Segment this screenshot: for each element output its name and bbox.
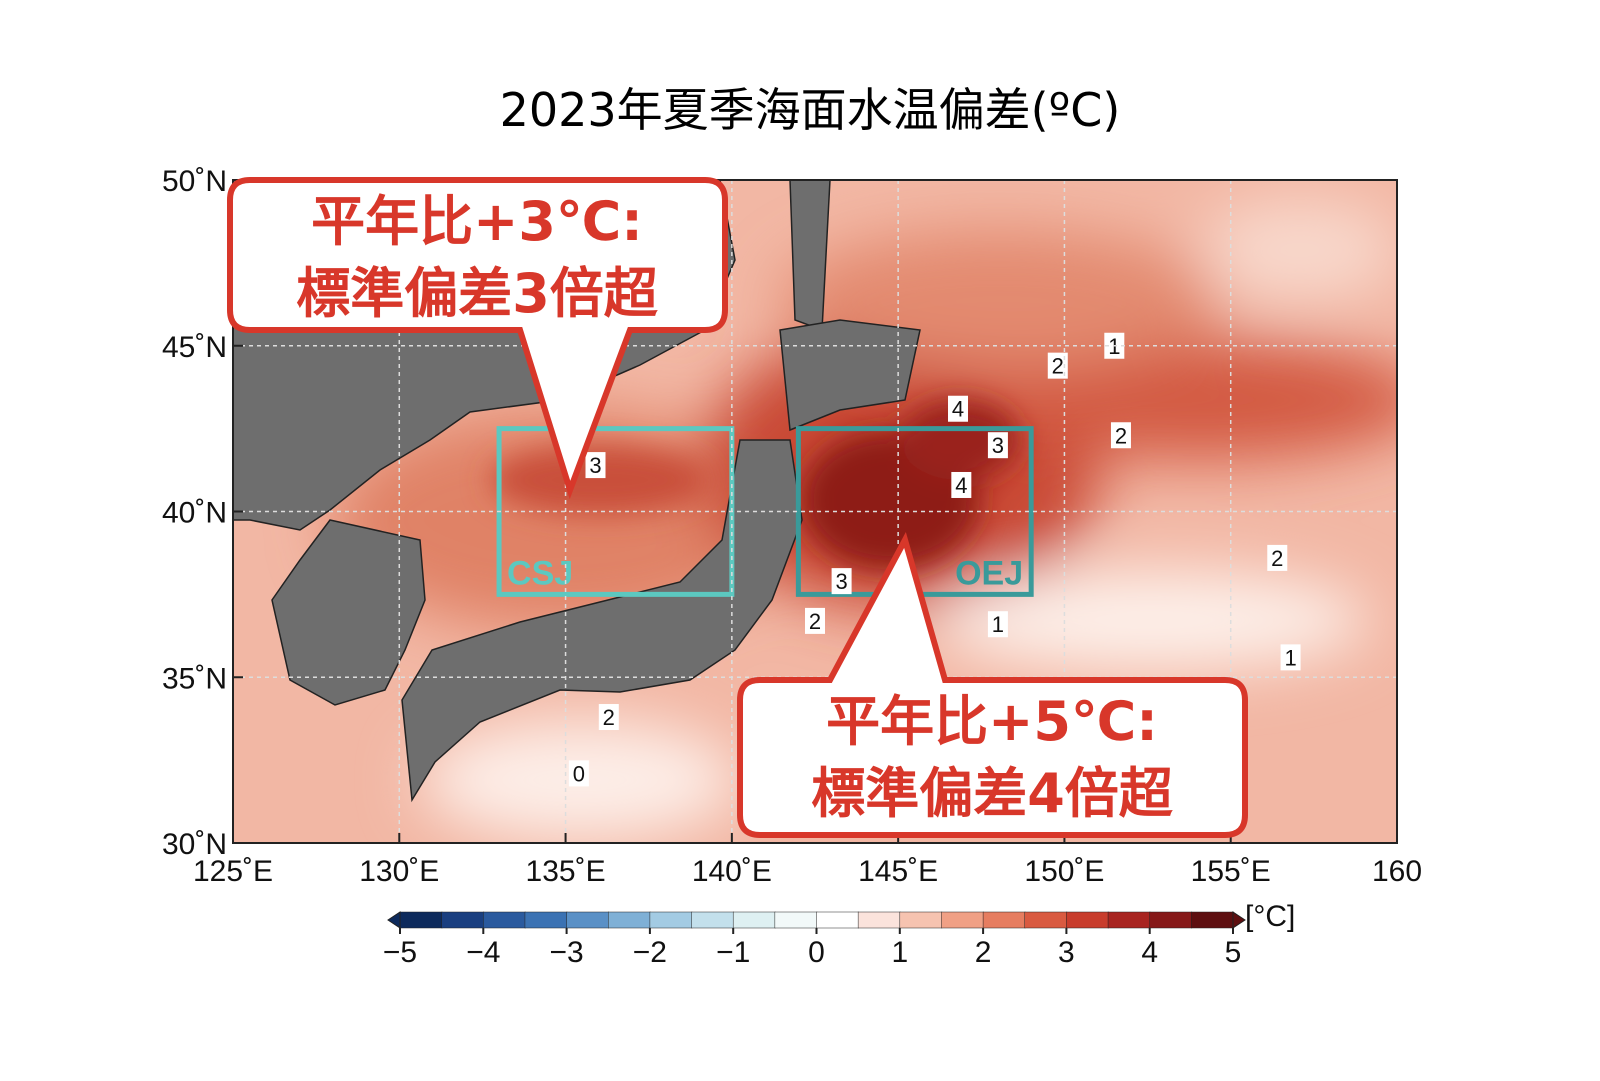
contour-label-bg <box>987 611 1008 638</box>
colorbar-arrow <box>387 911 401 929</box>
contour-label-bg <box>987 432 1008 459</box>
colorbar-tick-label: 4 <box>1141 936 1158 969</box>
contour-label: 1 <box>992 612 1004 637</box>
colorbar-swatch <box>1024 911 1068 929</box>
x-tick-label: 150˚E <box>1024 855 1104 888</box>
callout-line: 標準偏差4倍超 <box>811 762 1174 825</box>
colorbar-tick-label: −2 <box>633 936 667 969</box>
contour-label: 1 <box>1284 645 1296 670</box>
colorbar-swatch <box>982 911 1026 929</box>
contour-label-bg <box>1280 644 1301 671</box>
colorbar-swatch <box>1191 911 1234 929</box>
colorbar-swatch <box>899 911 943 929</box>
y-tick-label: 50˚N <box>162 165 227 198</box>
colorbar-swatch <box>483 911 526 929</box>
colorbar-swatch <box>857 911 901 929</box>
colorbar-swatch <box>524 911 568 929</box>
contour-label-bg <box>805 607 825 634</box>
title: 2023年夏季海面水温偏差(ºC) <box>500 83 1121 137</box>
colorbar-unit: [°C] <box>1245 900 1295 933</box>
colorbar-tick-label: 5 <box>1225 936 1242 969</box>
x-tick-label: 140˚E <box>692 855 772 888</box>
contour-label-bg <box>1047 352 1068 379</box>
x-tick-label: 160 <box>1372 855 1422 888</box>
x-tick-label: 155˚E <box>1191 855 1271 888</box>
contour-label: 2 <box>1115 423 1127 448</box>
colorbar-tick-label: 0 <box>808 936 825 969</box>
contour-label-bg <box>951 471 972 498</box>
colorbar-tick-label: 1 <box>891 936 908 969</box>
x-tick-label: 145˚E <box>858 855 938 888</box>
contour-label: 2 <box>1052 354 1064 379</box>
contour-label: 4 <box>955 473 967 498</box>
callout-line: 平年比+5℃: <box>826 690 1158 753</box>
colorbar-swatch <box>441 911 485 929</box>
y-tick-label: 35˚N <box>162 662 227 695</box>
colorbar-swatch <box>566 911 609 929</box>
contour-label-bg <box>1110 422 1131 449</box>
colorbar-swatch <box>691 911 734 929</box>
region-label: CSJ <box>507 554 573 592</box>
contour-label: 4 <box>952 397 964 422</box>
colorbar-tick-label: 2 <box>975 936 992 969</box>
contour-label-bg <box>948 395 969 422</box>
colorbar-swatch <box>1066 911 1109 929</box>
callout-box <box>227 177 728 500</box>
colorbar-tick-label: −5 <box>383 936 417 969</box>
contour-label: 0 <box>573 761 585 786</box>
y-tick-label: 40˚N <box>162 497 227 530</box>
colorbar-swatch <box>774 911 818 929</box>
colorbar-swatch <box>732 911 776 929</box>
colorbar-tick-label: −1 <box>716 936 750 969</box>
contour-label-bg <box>585 452 606 479</box>
y-tick-label: 45˚N <box>162 331 227 364</box>
callout-line: 標準偏差3倍超 <box>296 262 659 325</box>
callout-box <box>737 532 1248 838</box>
colorbar-swatch <box>608 911 651 929</box>
colorbar-swatch <box>941 911 984 929</box>
colorbar-tick-label: −4 <box>466 936 500 969</box>
contour-label-bg <box>568 760 589 787</box>
callouts: 平年比+3℃: 標準偏差3倍超 平年比+5℃: 標準偏差4倍超 <box>227 177 1248 838</box>
colorbar-tick-label: −3 <box>549 936 583 969</box>
contour-label: 3 <box>992 433 1004 458</box>
callout-line: 平年比+3℃: <box>311 190 643 253</box>
contour-label: 2 <box>603 705 615 730</box>
contour-label-bg <box>831 568 852 595</box>
contour-label: 2 <box>1271 546 1283 571</box>
y-tick-label: 30˚N <box>162 828 227 861</box>
region-label: OEJ <box>955 554 1023 592</box>
colorbar-swatch <box>649 911 693 929</box>
contour-label: 3 <box>835 569 847 594</box>
contour-label-bg <box>1267 544 1288 571</box>
colorbar-swatch <box>1149 911 1193 929</box>
contour-label: 3 <box>589 453 601 478</box>
colorbar-swatch <box>1107 911 1151 929</box>
contour-label: 2 <box>809 609 821 634</box>
x-tick-label: 130˚E <box>359 855 439 888</box>
colorbar-swatch <box>399 911 443 929</box>
colorbar-tick-label: 3 <box>1058 936 1075 969</box>
contour-label-bg <box>598 704 619 731</box>
colorbar-swatch <box>816 911 859 929</box>
colorbar-arrow <box>1232 911 1246 929</box>
x-tick-label: 135˚E <box>526 855 606 888</box>
x-tick-label: 125˚E <box>193 855 273 888</box>
